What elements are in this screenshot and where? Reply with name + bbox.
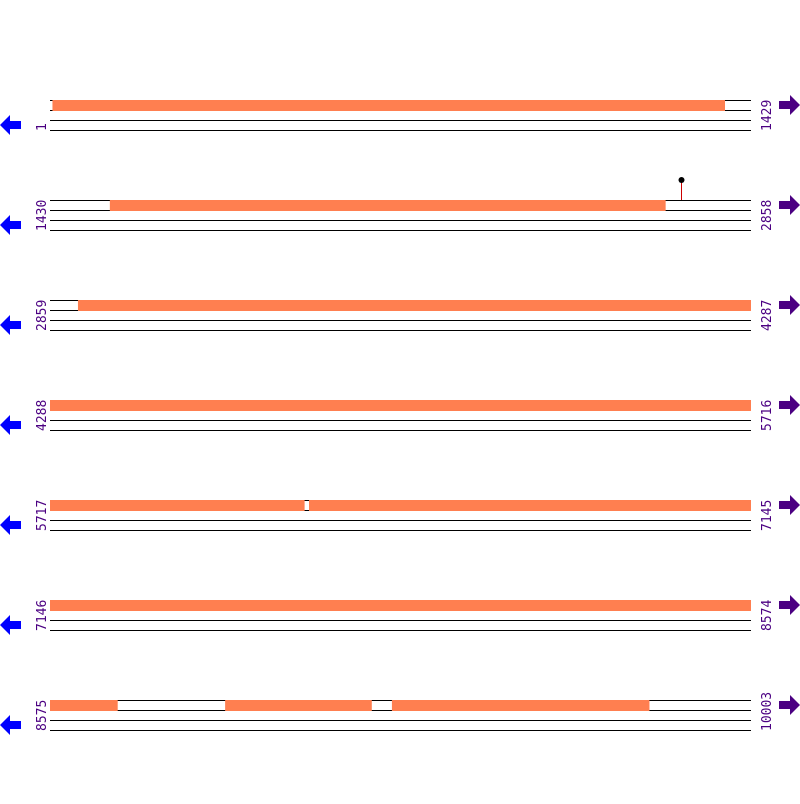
right-arrow-icon[interactable] bbox=[779, 295, 800, 315]
row-end-label: 7145 bbox=[760, 500, 775, 531]
row-end-label: 4287 bbox=[760, 300, 775, 331]
row-start-label: 1430 bbox=[35, 200, 50, 231]
left-arrow-icon[interactable] bbox=[0, 315, 21, 335]
feature-bar[interactable] bbox=[50, 500, 305, 511]
left-arrow-icon[interactable] bbox=[0, 715, 21, 735]
row-start-label: 7146 bbox=[35, 600, 50, 631]
sequence-row: 8575 10003 bbox=[0, 692, 800, 735]
feature-bar[interactable] bbox=[391, 700, 650, 711]
sequence-row: 5717 7145 bbox=[0, 495, 800, 535]
feature-bar[interactable] bbox=[52, 100, 726, 111]
sequence-row: 2859 4287 bbox=[0, 295, 800, 335]
feature-bar[interactable] bbox=[50, 700, 118, 711]
row-start-label: 2859 bbox=[35, 300, 50, 331]
feature-bar[interactable] bbox=[309, 500, 751, 511]
left-arrow-icon[interactable] bbox=[0, 615, 21, 635]
right-arrow-icon[interactable] bbox=[779, 595, 800, 615]
row-start-label: 8575 bbox=[35, 700, 50, 731]
row-start-label: 1 bbox=[35, 123, 50, 131]
feature-bar[interactable] bbox=[109, 200, 666, 211]
row-end-label: 1429 bbox=[760, 100, 775, 131]
row-end-label: 8574 bbox=[760, 600, 775, 631]
feature-bar[interactable] bbox=[50, 400, 751, 411]
sequence-row: 1430 2858 bbox=[0, 177, 800, 235]
feature-bar[interactable] bbox=[50, 600, 751, 611]
sequence-row: 7146 8574 bbox=[0, 595, 800, 635]
marker-icon[interactable] bbox=[678, 177, 685, 183]
left-arrow-icon[interactable] bbox=[0, 515, 21, 535]
row-end-label: 5716 bbox=[760, 400, 775, 431]
row-end-label: 2858 bbox=[760, 200, 775, 231]
right-arrow-icon[interactable] bbox=[779, 395, 800, 415]
left-arrow-icon[interactable] bbox=[0, 215, 21, 235]
feature-bar[interactable] bbox=[225, 700, 372, 711]
left-arrow-icon[interactable] bbox=[0, 415, 21, 435]
feature-bar[interactable] bbox=[77, 300, 752, 311]
left-arrow-icon[interactable] bbox=[0, 115, 21, 135]
row-start-label: 5717 bbox=[35, 500, 50, 531]
row-start-label: 4288 bbox=[35, 400, 50, 431]
row-end-label: 10003 bbox=[760, 692, 775, 731]
right-arrow-icon[interactable] bbox=[779, 695, 800, 715]
sequence-row: 4288 5716 bbox=[0, 395, 800, 435]
right-arrow-icon[interactable] bbox=[779, 95, 800, 115]
right-arrow-icon[interactable] bbox=[779, 195, 800, 215]
sequence-row: 1 1429 bbox=[0, 95, 800, 135]
right-arrow-icon[interactable] bbox=[779, 495, 800, 515]
